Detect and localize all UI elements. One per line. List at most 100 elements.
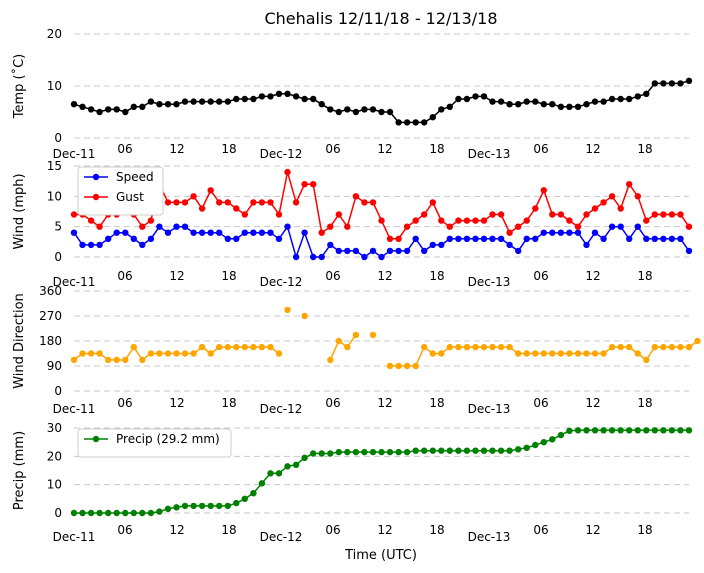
- data-point: [557, 103, 565, 111]
- data-point: [327, 223, 334, 230]
- data-point: [617, 205, 624, 212]
- x-tick-label: 18: [429, 523, 444, 537]
- data-point: [96, 509, 103, 517]
- data-point: [412, 217, 419, 224]
- data-point: [455, 95, 462, 103]
- data-point: [403, 119, 411, 126]
- data-point: [515, 223, 522, 230]
- data-point: [677, 343, 684, 351]
- data-point: [352, 331, 360, 339]
- data-point: [181, 98, 189, 105]
- data-point: [258, 480, 266, 487]
- y-tick-label: 20: [47, 449, 62, 463]
- data-point: [216, 343, 223, 351]
- data-point: [284, 90, 291, 98]
- data-point: [549, 101, 556, 108]
- data-point: [369, 106, 377, 113]
- data-point: [574, 223, 582, 230]
- data-point: [267, 343, 274, 351]
- data-point: [122, 356, 129, 364]
- x-tick-label: 12: [585, 269, 600, 283]
- data-point: [651, 235, 658, 242]
- data-point: [139, 223, 146, 230]
- data-point: [608, 193, 616, 200]
- data-point: [395, 235, 402, 242]
- data-point: [549, 229, 556, 236]
- data-point: [284, 306, 291, 314]
- data-point: [164, 350, 172, 357]
- data-point: [327, 106, 334, 113]
- data-point: [472, 217, 479, 224]
- data-point: [532, 350, 539, 357]
- data-point: [591, 350, 599, 357]
- data-point: [173, 223, 180, 230]
- legend-label: Speed: [116, 170, 154, 184]
- data-point: [173, 199, 180, 206]
- data-point: [566, 350, 573, 357]
- y-tick-label: 0: [54, 250, 62, 264]
- data-point: [438, 217, 445, 224]
- y-axis-label: Wind Direction: [12, 293, 27, 389]
- data-point: [301, 454, 308, 461]
- data-point: [79, 350, 86, 357]
- x-tick-label: Dec-12: [260, 530, 303, 544]
- x-tick-label: 12: [377, 269, 392, 283]
- data-point: [472, 447, 479, 454]
- data-point: [677, 427, 684, 434]
- data-point: [515, 247, 522, 255]
- data-point: [438, 241, 445, 249]
- data-point: [506, 447, 513, 454]
- data-point: [591, 98, 599, 105]
- data-point: [190, 229, 197, 236]
- data-point: [310, 253, 317, 261]
- data-point: [403, 448, 411, 456]
- data-point: [489, 235, 496, 242]
- data-point: [685, 247, 693, 255]
- data-point: [497, 235, 505, 242]
- data-point: [660, 427, 667, 434]
- data-point: [386, 235, 394, 242]
- data-point: [122, 229, 129, 236]
- data-point: [87, 106, 95, 113]
- x-tick-label: 06: [533, 396, 548, 410]
- data-point: [634, 193, 641, 200]
- data-point: [301, 229, 308, 236]
- y-axis-label: Precip (mm): [12, 431, 27, 510]
- data-point: [113, 106, 120, 113]
- data-point: [105, 106, 112, 113]
- data-point: [386, 448, 394, 456]
- data-point: [156, 223, 163, 230]
- x-tick-label: 12: [169, 269, 184, 283]
- data-point: [549, 211, 556, 218]
- data-point: [497, 98, 505, 105]
- data-point: [540, 101, 547, 108]
- data-point: [378, 217, 385, 224]
- data-point: [480, 235, 488, 242]
- x-tick-label: 18: [637, 523, 652, 537]
- data-point: [96, 350, 103, 357]
- data-point: [421, 211, 428, 218]
- data-point: [412, 119, 419, 126]
- y-tick-label: 30: [47, 421, 62, 435]
- y-tick-label: 90: [47, 359, 62, 373]
- data-point: [429, 350, 436, 357]
- legend-marker: [92, 435, 100, 443]
- data-point: [352, 193, 360, 200]
- data-point: [122, 108, 129, 116]
- data-point: [275, 470, 283, 477]
- data-point: [566, 229, 573, 236]
- data-point: [600, 199, 607, 206]
- x-tick-label: 18: [221, 142, 236, 156]
- x-tick-label: 12: [377, 142, 392, 156]
- data-point: [241, 229, 248, 236]
- data-point: [463, 343, 471, 351]
- data-point: [549, 350, 556, 357]
- data-point: [327, 356, 334, 364]
- data-point: [480, 93, 488, 100]
- data-point: [139, 509, 146, 517]
- data-point: [438, 447, 445, 454]
- x-tick-label: 06: [533, 269, 548, 283]
- data-point: [156, 101, 163, 108]
- data-point: [660, 235, 667, 242]
- data-point: [608, 95, 616, 103]
